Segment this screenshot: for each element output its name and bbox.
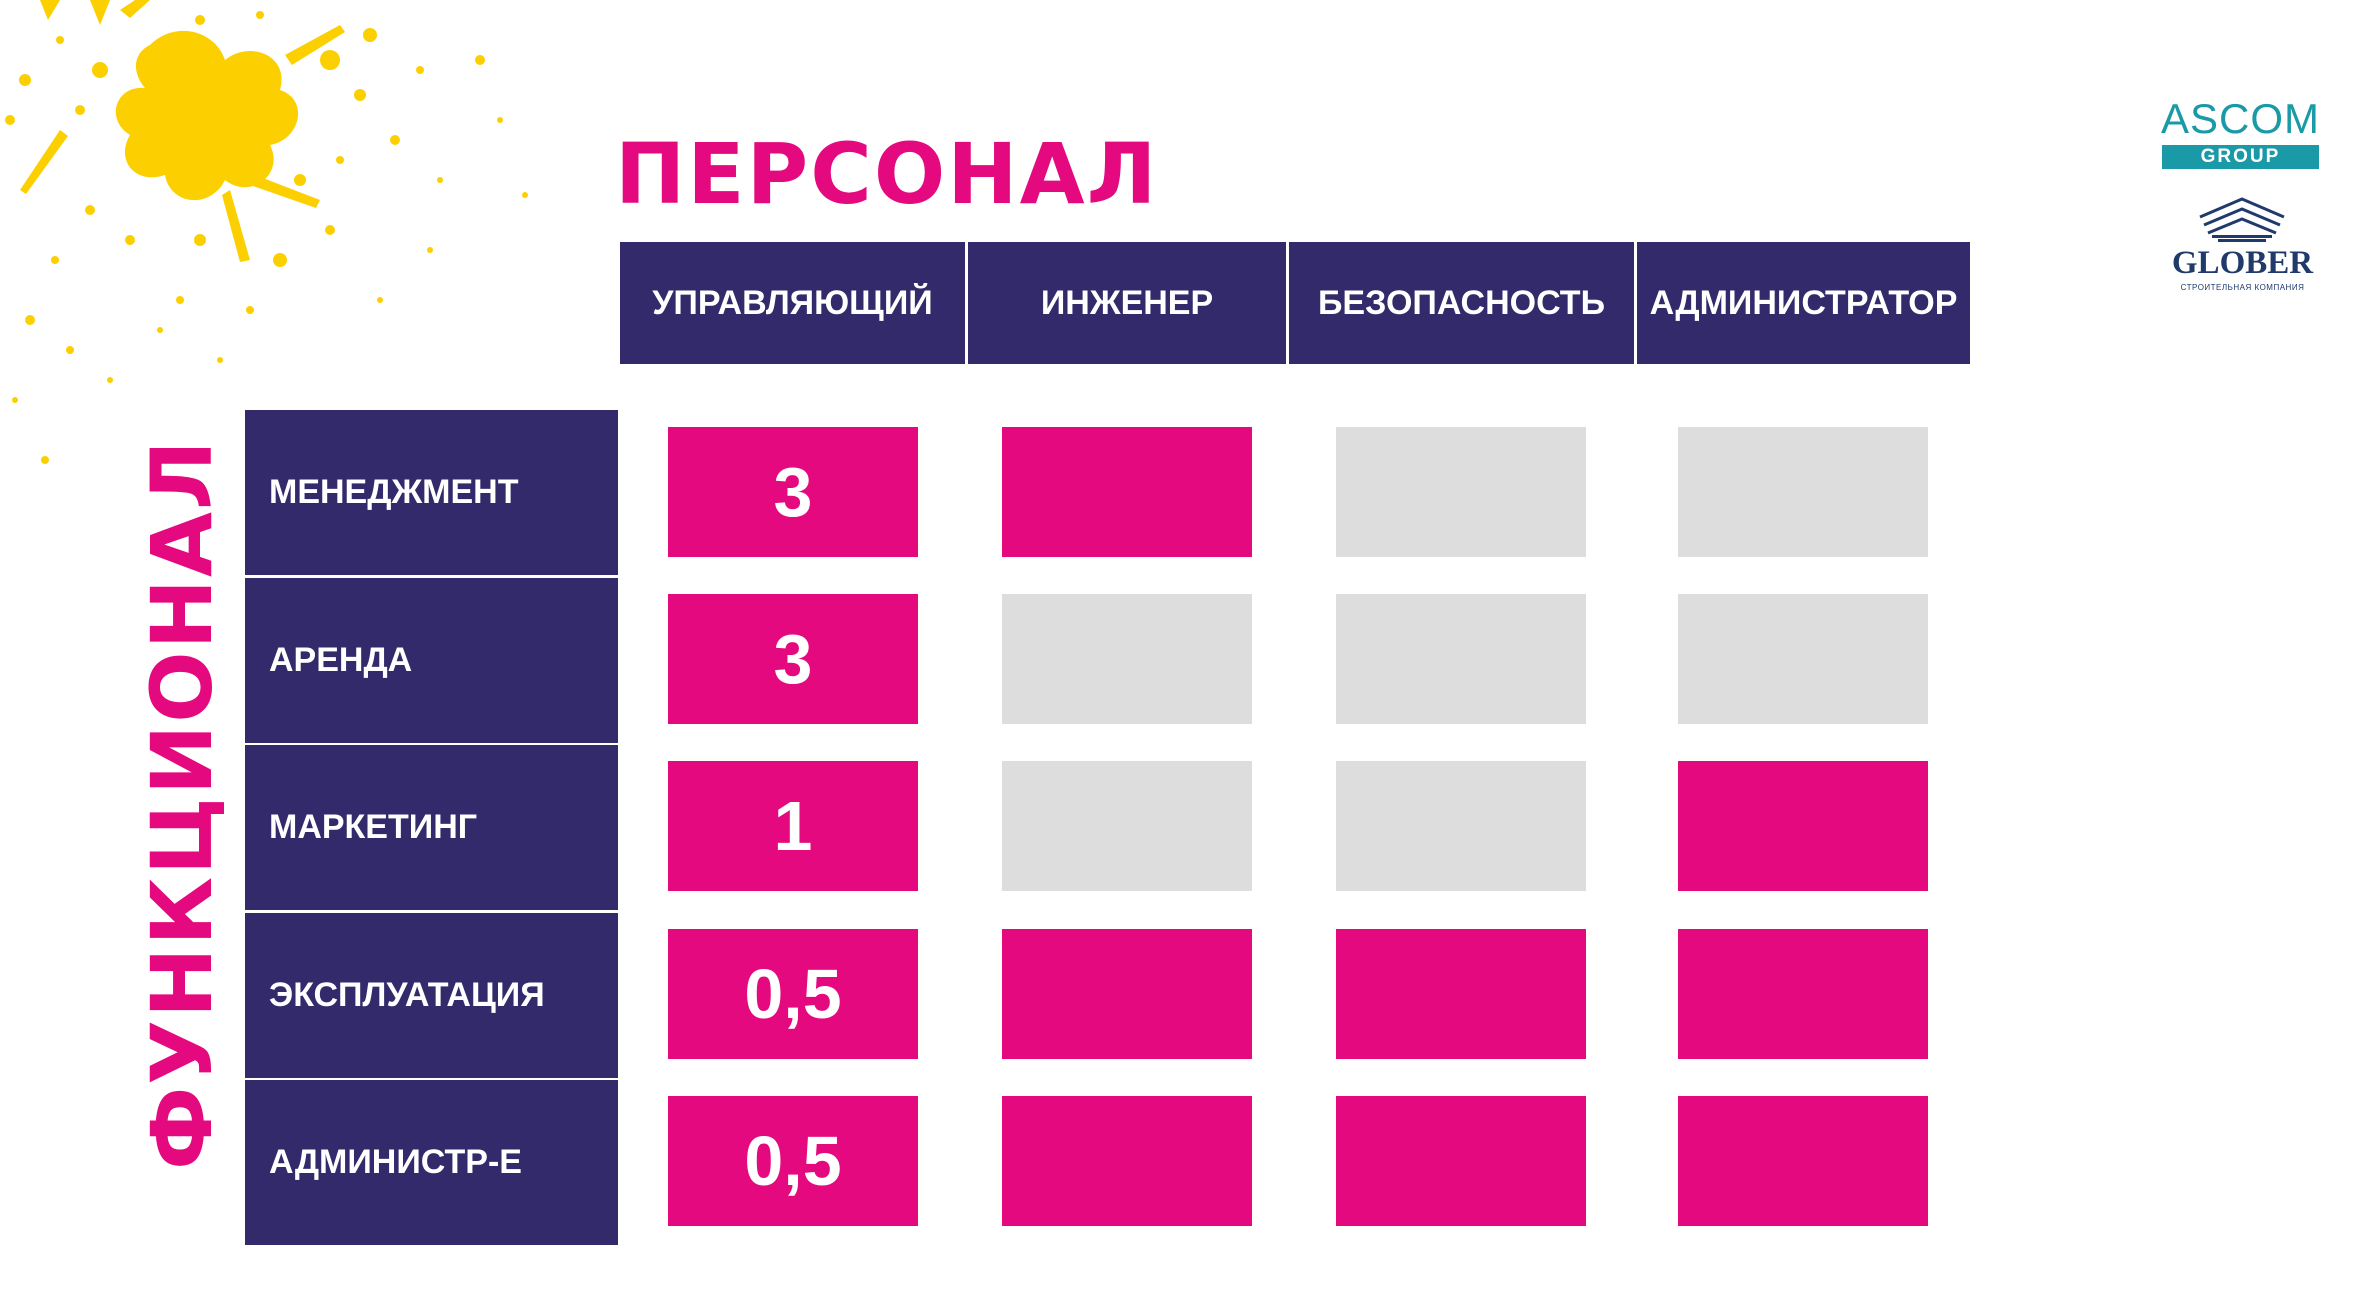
matrix-cell — [1002, 929, 1252, 1059]
matrix-cell — [1678, 929, 1928, 1059]
matrix-cell: 0,5 — [668, 1096, 918, 1226]
row-header-rent: АРЕНДА — [245, 578, 618, 743]
matrix-cell — [1002, 594, 1252, 724]
matrix-cell — [1336, 594, 1586, 724]
glober-logo-name: GLOBER — [2171, 245, 2314, 281]
matrix-cell — [1002, 761, 1252, 891]
row-header-administration: АДМИНИСТР-Е — [245, 1080, 618, 1245]
matrix-cell — [1336, 427, 1586, 557]
matrix-cell: 3 — [668, 594, 918, 724]
column-header-administrator: АДМИНИСТРАТОР — [1637, 242, 1970, 364]
title-personnel: ПЕРСОНАЛ — [615, 125, 1159, 223]
matrix-cell — [1336, 929, 1586, 1059]
matrix-cell — [1336, 1096, 1586, 1226]
matrix-cell — [1002, 1096, 1252, 1226]
matrix-cell: 3 — [668, 427, 918, 557]
glober-logo-sub: СТРОИТЕЛЬНАЯ КОМПАНИЯ — [2180, 283, 2305, 292]
matrix-cell — [1336, 761, 1586, 891]
matrix-cell — [1002, 427, 1252, 557]
matrix-cell — [1678, 594, 1928, 724]
matrix-cell: 0,5 — [668, 929, 918, 1059]
paint-splash-decoration — [5, 0, 528, 464]
matrix-cell — [1678, 427, 1928, 557]
ascom-logo-sub: GROUP — [2162, 145, 2319, 169]
glober-building-icon — [2199, 197, 2285, 242]
matrix-cell: 1 — [668, 761, 918, 891]
ascom-group-logo: ASCOM GROUP — [2158, 95, 2323, 173]
row-header-management: МЕНЕДЖМЕНТ — [245, 410, 618, 575]
row-header-marketing: МАРКЕТИНГ — [245, 745, 618, 910]
matrix-cell — [1678, 1096, 1928, 1226]
matrix-cell — [1678, 761, 1928, 891]
column-header-engineer: ИНЖЕНЕР — [968, 242, 1286, 364]
column-header-security: БЕЗОПАСНОСТЬ — [1289, 242, 1634, 364]
row-header-operation: ЭКСПЛУАТАЦИЯ — [245, 913, 618, 1078]
glober-logo: GLOBER СТРОИТЕЛЬНАЯ КОМПАНИЯ — [2160, 195, 2325, 305]
ascom-logo-name: ASCOM — [2160, 95, 2320, 142]
column-header-manager: УПРАВЛЯЮЩИЙ — [620, 242, 965, 364]
title-functions: ФУНКЦИОНАЛ — [133, 438, 231, 1170]
